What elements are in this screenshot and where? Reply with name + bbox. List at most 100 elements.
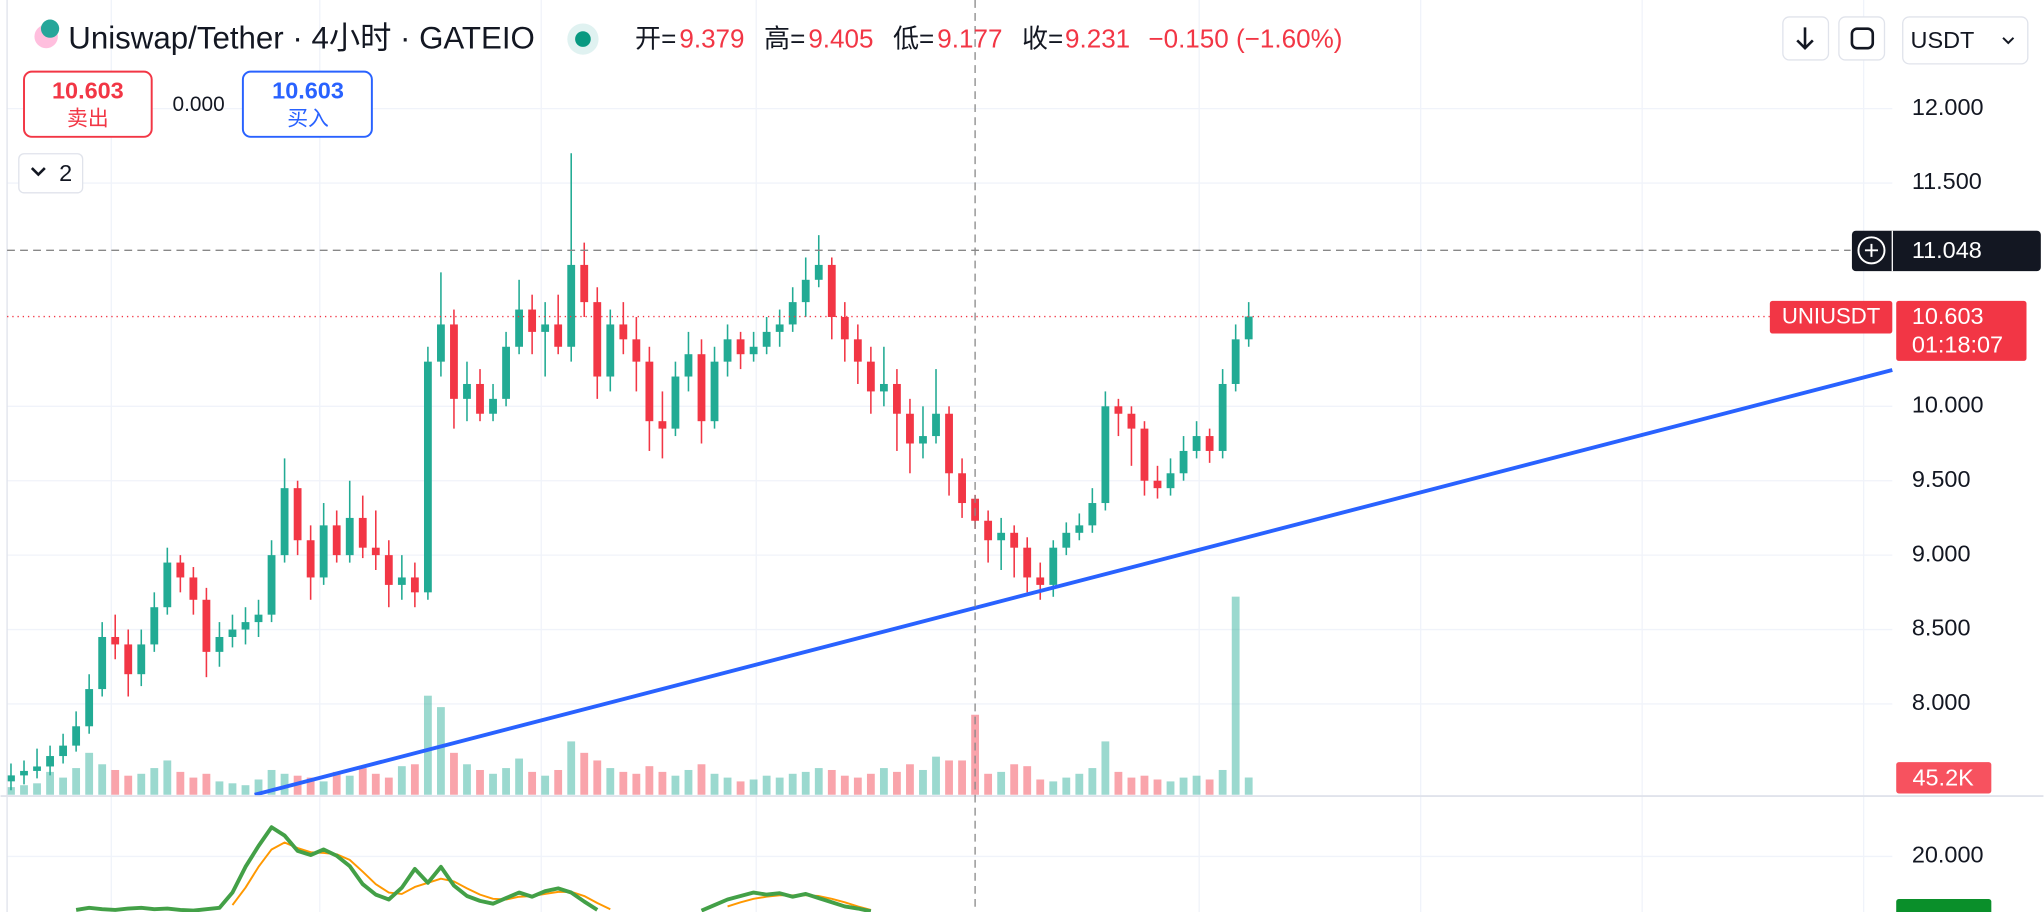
- candle-body: [345, 517, 354, 556]
- volume-bar: [945, 760, 953, 795]
- volume-label: 45.2K: [1912, 764, 1974, 790]
- candle-body: [1088, 503, 1097, 526]
- crosshair-box: [1851, 230, 2041, 272]
- candle-body: [1114, 406, 1123, 414]
- symbol-title[interactable]: Uniswap/Tether · 4小时 · GATEIO: [68, 21, 535, 56]
- volume-bar: [267, 769, 276, 795]
- volume-bar: [306, 777, 315, 795]
- vertical-grid: [110, 0, 1865, 912]
- volume-bar: [814, 768, 823, 795]
- candle-body: [163, 562, 172, 608]
- volume-bar: [1101, 741, 1110, 795]
- candle-body: [958, 473, 966, 504]
- candle-body: [1205, 436, 1214, 451]
- candle-body: [932, 413, 940, 437]
- volume-bar: [189, 777, 198, 795]
- volume-bar: [280, 773, 289, 795]
- candle-body: [775, 324, 784, 332]
- currency-select[interactable]: [1902, 16, 2029, 65]
- volume-bar: [1140, 775, 1149, 795]
- candle-body: [736, 339, 745, 355]
- volume-bar: [723, 777, 732, 795]
- candle-body: [85, 689, 94, 727]
- volume-bar: [736, 781, 745, 795]
- buy-button[interactable]: [241, 70, 373, 138]
- volume-bar: [580, 752, 589, 795]
- candle-body: [476, 383, 484, 414]
- candle-body: [241, 622, 250, 630]
- volume-bar: [450, 752, 458, 795]
- candle-body: [137, 644, 146, 675]
- volume-bar: [423, 695, 432, 795]
- sell-label: 卖出: [67, 107, 109, 130]
- volume-bar: [7, 787, 15, 795]
- candle-body: [866, 361, 875, 392]
- candle-body: [1127, 413, 1136, 429]
- indicators-toggle[interactable]: [18, 153, 84, 194]
- volume-bar: [554, 769, 563, 795]
- candle-body: [1062, 532, 1071, 548]
- symbol-tag: [1769, 300, 1893, 334]
- candle-body: [280, 488, 289, 556]
- last-price-box: [1896, 300, 2027, 361]
- candle-body: [645, 361, 654, 422]
- volume-bar: [463, 764, 471, 795]
- candle-body: [723, 339, 732, 362]
- volume-bar: [1075, 773, 1084, 795]
- volume-bar: [567, 741, 576, 795]
- candle-body: [827, 264, 836, 318]
- volume-bar: [658, 771, 667, 795]
- volume-bar: [1153, 779, 1162, 795]
- candle-body: [33, 766, 41, 771]
- candle-body: [671, 376, 680, 429]
- volume-bar: [684, 769, 693, 795]
- candle-body: [945, 413, 953, 474]
- volume-bar: [384, 777, 393, 795]
- volume-bar: [1010, 764, 1019, 795]
- y-tick-label: 8.500: [1912, 615, 1971, 641]
- volume-bar: [593, 760, 602, 795]
- candle-body: [437, 324, 445, 362]
- indicator-pane: [75, 825, 872, 912]
- download-icon: [1796, 27, 1814, 51]
- volume-bar: [59, 777, 68, 795]
- volume-bar: [437, 707, 445, 795]
- candle-body: [72, 726, 81, 746]
- candle-body: [20, 770, 28, 776]
- volume-bar: [1049, 781, 1058, 795]
- last-price-label: 10.603: [1912, 303, 1984, 329]
- candle-body: [515, 309, 524, 347]
- trendline[interactable]: [254, 368, 1893, 797]
- candle-body: [541, 324, 550, 332]
- indicator-value-box: [1896, 898, 1992, 912]
- volume-bar: [215, 781, 224, 795]
- volume-bar: [958, 760, 966, 795]
- volume-bar: [345, 775, 354, 795]
- volume-bar: [124, 775, 133, 795]
- volume-bar: [528, 771, 537, 795]
- fullscreen-button[interactable]: [1838, 16, 1886, 61]
- add-alert-plus: [1864, 243, 1878, 257]
- fullscreen-icon: [1850, 27, 1875, 50]
- volume-bar: [1023, 766, 1032, 795]
- volume-bar: [619, 771, 628, 795]
- ohlc-value: 9.405: [808, 23, 873, 53]
- candle-body: [306, 540, 315, 578]
- volume-bar: [1088, 768, 1097, 795]
- volume-bar: [801, 771, 810, 795]
- candle-body: [710, 361, 719, 422]
- volume-bar: [749, 779, 758, 795]
- volume-bar: [632, 773, 641, 795]
- add-alert-icon[interactable]: [1857, 236, 1886, 265]
- sell-button[interactable]: [23, 70, 153, 138]
- volume-bar: [358, 768, 367, 795]
- candle-body: [1036, 577, 1045, 585]
- candle-body: [59, 745, 68, 757]
- y-tick-label: 9.500: [1912, 466, 1971, 492]
- ohlc-value: 9.379: [679, 23, 744, 53]
- ohlc-value: 9.177: [937, 23, 1002, 53]
- volume-bar: [397, 766, 406, 795]
- candle-body: [1231, 339, 1240, 384]
- candle-body: [1166, 473, 1175, 489]
